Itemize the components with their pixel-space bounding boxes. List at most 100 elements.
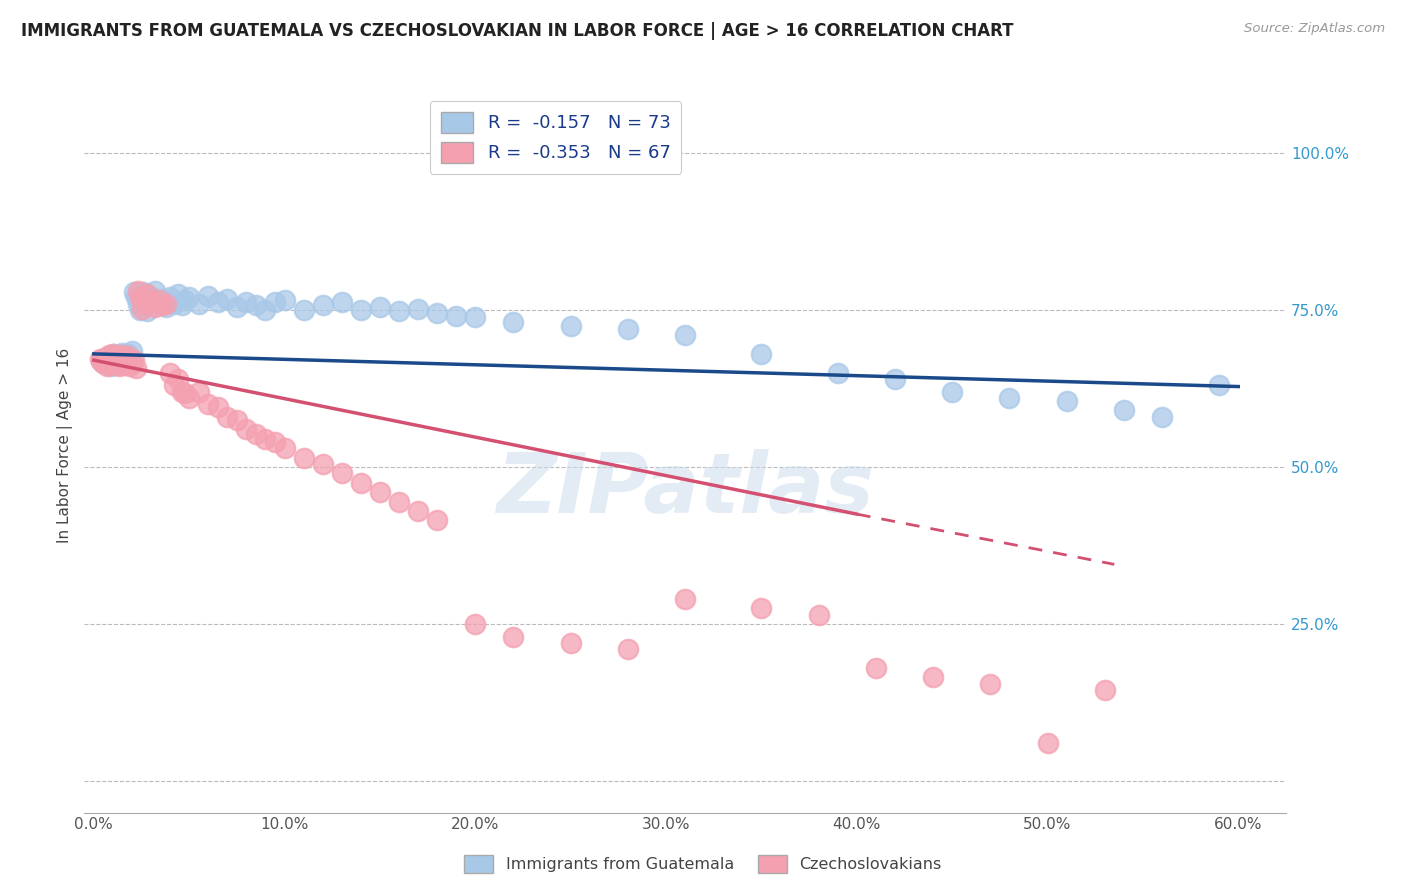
Point <box>111 348 134 362</box>
Point <box>350 302 373 317</box>
Point <box>502 316 524 330</box>
Point <box>174 293 197 308</box>
Point <box>93 356 115 370</box>
Legend: Immigrants from Guatemala, Czechoslovakians: Immigrants from Guatemala, Czechoslovaki… <box>458 848 948 880</box>
Point <box>264 434 287 449</box>
Point <box>89 351 111 366</box>
Point <box>131 289 153 303</box>
Point <box>807 607 830 622</box>
Point <box>98 348 121 362</box>
Point <box>100 359 122 374</box>
Point <box>163 296 186 310</box>
Point <box>406 301 429 316</box>
Point <box>120 359 142 374</box>
Point <box>464 310 486 325</box>
Point <box>159 366 181 380</box>
Point <box>502 630 524 644</box>
Point <box>125 360 148 375</box>
Point <box>121 356 143 370</box>
Point <box>132 292 155 306</box>
Point <box>101 347 124 361</box>
Point <box>112 358 135 372</box>
Point <box>174 385 197 400</box>
Point <box>426 513 449 527</box>
Point <box>217 409 239 424</box>
Point <box>464 617 486 632</box>
Text: Source: ZipAtlas.com: Source: ZipAtlas.com <box>1244 22 1385 36</box>
Point <box>245 298 267 312</box>
Point <box>136 286 159 301</box>
Point <box>197 397 219 411</box>
Point <box>125 290 148 304</box>
Point <box>105 353 128 368</box>
Point <box>101 358 124 372</box>
Point <box>330 467 353 481</box>
Point <box>254 302 277 317</box>
Point <box>170 298 193 312</box>
Point <box>388 304 411 318</box>
Point <box>330 295 353 310</box>
Point <box>143 284 166 298</box>
Point <box>166 372 188 386</box>
Point <box>117 350 139 364</box>
Point <box>107 348 129 362</box>
Point <box>148 295 170 310</box>
Point <box>254 432 277 446</box>
Point <box>350 475 373 490</box>
Point <box>273 293 295 308</box>
Point <box>107 359 129 374</box>
Point <box>560 636 582 650</box>
Point <box>673 591 696 606</box>
Point <box>368 300 391 314</box>
Point <box>673 328 696 343</box>
Point <box>93 356 115 370</box>
Point <box>922 670 945 684</box>
Point <box>90 354 112 368</box>
Point <box>131 295 153 310</box>
Point <box>148 293 170 308</box>
Point <box>110 356 132 370</box>
Point <box>94 351 117 365</box>
Point <box>98 350 121 364</box>
Point <box>134 296 156 310</box>
Legend: R =  -0.157   N = 73, R =  -0.353   N = 67: R = -0.157 N = 73, R = -0.353 N = 67 <box>430 101 682 174</box>
Point <box>128 302 150 317</box>
Point <box>187 296 209 310</box>
Point <box>131 301 153 316</box>
Point <box>827 366 849 380</box>
Point <box>1208 378 1230 392</box>
Point <box>139 290 162 304</box>
Point <box>121 356 143 370</box>
Point <box>312 298 335 312</box>
Point <box>111 352 134 367</box>
Text: IMMIGRANTS FROM GUATEMALA VS CZECHOSLOVAKIAN IN LABOR FORCE | AGE > 16 CORRELATI: IMMIGRANTS FROM GUATEMALA VS CZECHOSLOVA… <box>21 22 1014 40</box>
Point <box>1094 683 1116 698</box>
Point <box>179 391 201 405</box>
Point <box>132 285 155 300</box>
Point <box>136 304 159 318</box>
Point <box>292 450 315 465</box>
Point <box>155 296 177 310</box>
Point <box>143 300 166 314</box>
Point <box>368 485 391 500</box>
Point <box>104 351 127 365</box>
Point <box>617 322 640 336</box>
Point <box>163 378 186 392</box>
Point <box>152 292 174 306</box>
Y-axis label: In Labor Force | Age > 16: In Labor Force | Age > 16 <box>58 347 73 542</box>
Point <box>292 302 315 317</box>
Point <box>979 677 1001 691</box>
Point <box>235 422 257 436</box>
Point <box>170 384 193 399</box>
Point <box>941 384 963 399</box>
Point <box>155 300 177 314</box>
Point <box>998 391 1021 405</box>
Point <box>225 413 247 427</box>
Point <box>96 354 118 368</box>
Point <box>751 601 773 615</box>
Point <box>865 661 887 675</box>
Point <box>101 347 124 361</box>
Point <box>121 344 143 359</box>
Point <box>166 287 188 301</box>
Point <box>1056 394 1078 409</box>
